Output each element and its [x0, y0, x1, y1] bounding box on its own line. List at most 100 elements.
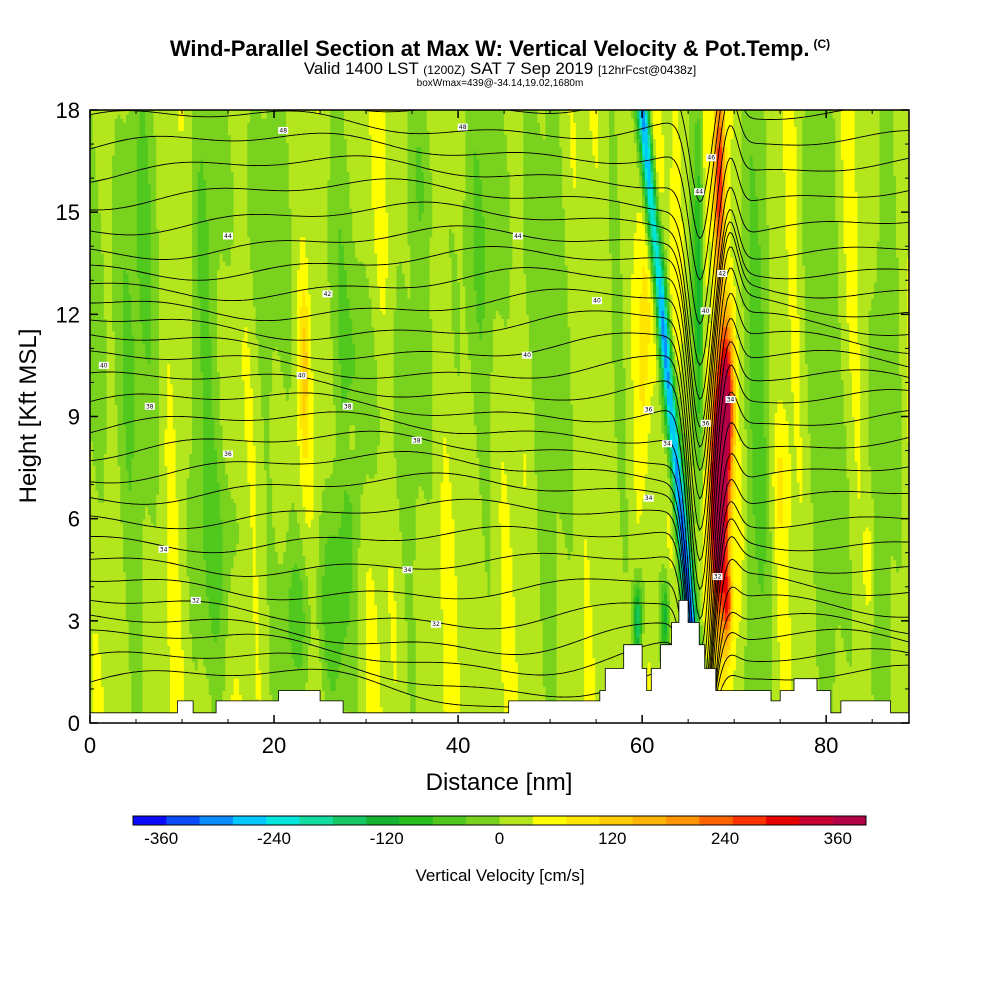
field-cell — [123, 396, 127, 401]
field-cell — [120, 220, 124, 226]
field-cell — [109, 289, 113, 295]
field-cell — [112, 199, 116, 205]
field-cell — [90, 118, 94, 123]
field-cell — [90, 514, 94, 520]
field-cell — [125, 694, 130, 700]
field-cell — [114, 281, 119, 287]
chart-title: Wind-Parallel Section at Max W: Vertical… — [0, 36, 1000, 62]
field-cell — [95, 261, 99, 266]
field-cell — [123, 453, 127, 458]
field-cell — [123, 126, 127, 132]
field-cell — [112, 167, 116, 172]
field-cell — [95, 118, 99, 123]
field-cell — [90, 122, 94, 127]
field-cell — [112, 604, 116, 610]
field-cell — [106, 285, 110, 291]
field-cell — [106, 518, 110, 524]
field-cell — [103, 416, 108, 422]
field-cell — [112, 559, 116, 565]
field-cell — [125, 449, 130, 454]
field-cell — [125, 547, 130, 552]
field-cell — [120, 485, 124, 491]
field-cell — [90, 571, 94, 577]
field-cell — [103, 555, 108, 561]
field-cell — [90, 449, 94, 454]
field-cell — [109, 314, 113, 320]
field-cell — [114, 477, 119, 483]
field-cell — [117, 584, 121, 589]
field-cell — [95, 485, 99, 491]
field-cell — [106, 391, 110, 397]
field-cell — [120, 383, 124, 389]
field-cell — [101, 257, 105, 262]
field-cell — [117, 567, 121, 573]
field-cell — [106, 436, 110, 442]
field-cell — [98, 633, 102, 638]
field-cell — [92, 379, 97, 385]
field-cell — [123, 596, 127, 601]
field-cell — [95, 502, 99, 508]
field-cell — [120, 428, 124, 434]
field-cell — [98, 522, 102, 528]
field-cell — [103, 510, 108, 516]
field-cell — [117, 592, 121, 597]
field-cell — [103, 187, 108, 193]
field-cell — [95, 543, 99, 548]
field-cell — [114, 424, 119, 430]
valid-time-utc: (1200Z) — [423, 63, 465, 77]
field-cell — [112, 461, 116, 467]
field-cell — [114, 277, 119, 283]
field-cell — [109, 334, 113, 340]
field-cell — [95, 375, 99, 381]
field-cell — [114, 240, 119, 246]
field-cell — [95, 539, 99, 544]
field-cell — [114, 588, 119, 593]
field-cell — [95, 481, 99, 487]
field-cell — [112, 334, 116, 340]
field-cell — [95, 146, 99, 152]
field-cell — [98, 159, 102, 164]
field-cell — [114, 453, 119, 458]
field-cell — [101, 375, 105, 381]
field-cell — [95, 518, 99, 524]
field-cell — [95, 302, 99, 307]
field-cell — [120, 355, 124, 360]
field-cell — [101, 645, 105, 651]
field-cell — [106, 261, 110, 266]
field-cell — [103, 244, 108, 250]
field-cell — [120, 367, 124, 373]
field-cell — [103, 624, 108, 630]
field-cell — [95, 567, 99, 573]
field-cell — [114, 371, 119, 377]
field-cell — [103, 126, 108, 132]
field-cell — [98, 261, 102, 266]
field-cell — [95, 682, 99, 687]
field-cell — [109, 257, 113, 262]
field-cell — [90, 404, 94, 409]
field-cell — [114, 682, 119, 687]
field-cell — [125, 477, 130, 483]
field-cell — [101, 673, 105, 679]
field-cell — [90, 306, 94, 311]
field-cell — [90, 477, 94, 483]
field-cell — [117, 240, 121, 246]
field-cell — [106, 673, 110, 679]
field-cell — [117, 686, 121, 691]
field-cell — [103, 579, 108, 585]
field-cell — [95, 334, 99, 340]
field-cell — [120, 203, 124, 209]
field-cell — [106, 306, 110, 311]
field-cell — [114, 359, 119, 364]
field-cell — [114, 514, 119, 520]
field-cell — [92, 244, 97, 250]
field-cell — [92, 220, 97, 226]
field-cell — [101, 526, 105, 532]
field-cell — [120, 261, 124, 266]
field-cell — [109, 432, 113, 438]
field-cell — [109, 469, 113, 475]
field-cell — [109, 183, 113, 189]
field-cell — [120, 445, 124, 450]
field-cell — [90, 163, 94, 168]
field-cell — [114, 285, 119, 291]
field-cell — [109, 490, 113, 495]
